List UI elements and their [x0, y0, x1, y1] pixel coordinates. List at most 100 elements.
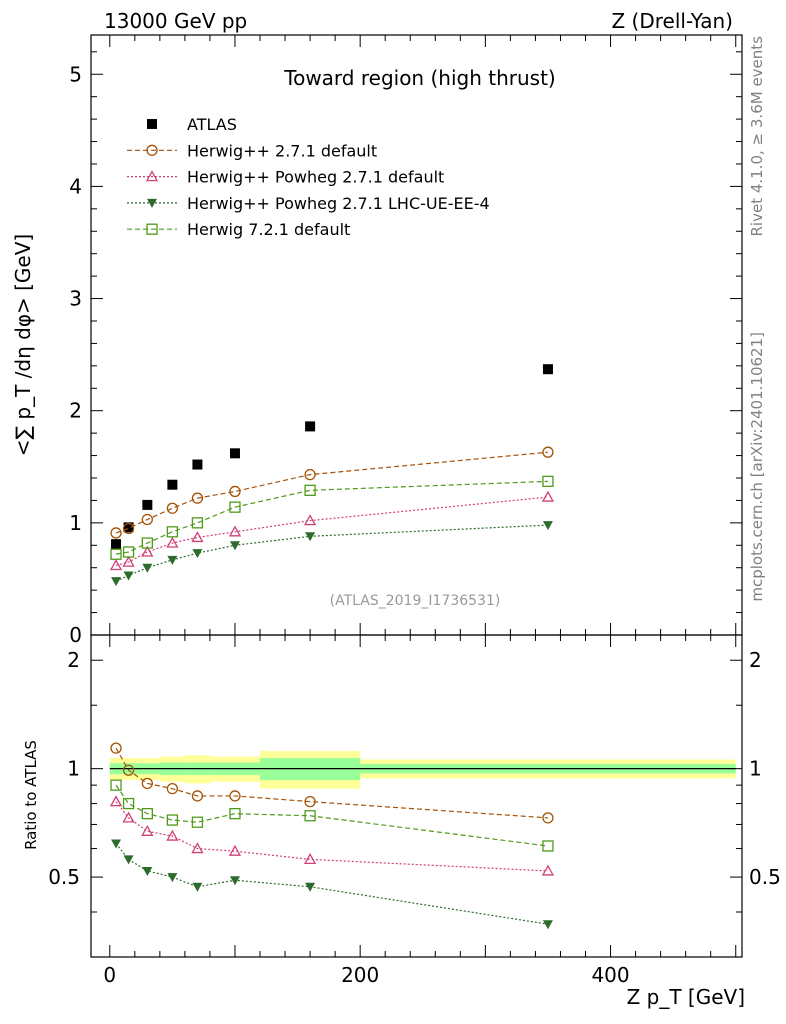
- reference-band: [109, 750, 736, 789]
- ratio-point-1: [191, 790, 204, 802]
- y-tick-label: 4: [69, 174, 82, 198]
- ratio-tick-label-right: 0.5: [749, 865, 781, 889]
- main-plot-series: [109, 364, 555, 587]
- data-point-3: [229, 541, 240, 551]
- ratio-point-3: [123, 855, 134, 865]
- data-point-4: [122, 546, 135, 558]
- data-point-4: [166, 526, 179, 538]
- legend-marker: [145, 170, 159, 182]
- ratio-point-2: [541, 864, 555, 876]
- data-point-1: [110, 527, 122, 539]
- ratio-point-2: [191, 842, 204, 854]
- data-point-2: [228, 525, 242, 537]
- ratio-point-3: [229, 876, 240, 886]
- ratio-point-2: [122, 811, 135, 823]
- legend-marker: [146, 144, 158, 156]
- data-point-2: [303, 514, 317, 526]
- ratio-point-4: [141, 808, 153, 820]
- ratio-point-3: [167, 873, 178, 883]
- data-point-3: [305, 532, 316, 542]
- ratio-point-3: [305, 882, 316, 892]
- ratio-tick-label-right: 1: [749, 757, 762, 781]
- header-right: Z (Drell-Yan): [611, 9, 733, 33]
- ratio-point-1: [166, 783, 179, 795]
- ratio-line-3: [115, 843, 549, 925]
- data-point-1: [229, 485, 241, 498]
- data-point-3: [142, 563, 153, 573]
- data-point-1: [141, 513, 153, 526]
- ratio-point-2: [228, 844, 242, 856]
- y-tick-label: 0: [69, 623, 82, 647]
- data-point-4: [141, 537, 153, 549]
- ratio-y-axis-label: Ratio to ATLAS: [22, 740, 40, 850]
- data-point-1: [122, 522, 135, 535]
- y-axis-label: <∑ p_T /dη dφ> [GeV]: [11, 234, 35, 456]
- y-tick-label: 3: [69, 287, 82, 311]
- ratio-point-1: [141, 777, 153, 790]
- ratio-point-4: [229, 808, 241, 820]
- svg-text:Ratio to ATLAS: Ratio to ATLAS: [22, 740, 40, 850]
- data-point-4: [229, 501, 241, 513]
- ratio-point-4: [110, 779, 122, 791]
- ratio-point-1: [542, 812, 554, 824]
- ratio-tick-label: 2: [67, 648, 80, 672]
- y-tick-label: 5: [69, 62, 82, 86]
- ratio-point-4: [122, 797, 135, 810]
- data-point-0: [542, 364, 553, 375]
- data-point-2: [141, 545, 154, 557]
- legend-marker: [147, 119, 157, 129]
- axes: 0 200 400 0 1 2 3 4 5 0.5 0.5 1 1 2 2: [48, 34, 781, 987]
- ratio-point-1: [122, 764, 135, 776]
- ratio-point-4: [304, 810, 316, 822]
- series-line-2: [115, 496, 549, 567]
- data-point-3: [192, 549, 203, 559]
- ratio-point-2: [141, 824, 154, 836]
- data-point-2: [191, 531, 204, 543]
- legend-label: Herwig++ 2.7.1 default: [187, 141, 377, 160]
- data-point-4: [191, 517, 204, 529]
- plot-title: Toward region (high thrust): [283, 66, 555, 90]
- data-point-1: [304, 468, 316, 481]
- ratio-point-4: [166, 814, 179, 826]
- ratio-point-3: [192, 882, 203, 892]
- ratio-point-2: [109, 795, 123, 807]
- data-point-3: [542, 521, 553, 531]
- series-line-3: [115, 524, 548, 582]
- legend-marker: [147, 198, 157, 208]
- data-point-4: [542, 475, 554, 488]
- x-axis-label: Z p_T [GeV]: [627, 985, 745, 1009]
- data-point-2: [541, 490, 555, 502]
- series-line-4: [115, 480, 548, 555]
- data-point-0: [142, 499, 153, 510]
- data-point-0: [192, 459, 203, 470]
- y-tick-label: 2: [69, 399, 82, 423]
- data-point-2: [109, 559, 123, 571]
- svg-text:<∑ p_T /dη dφ> [GeV]: <∑ p_T /dη dφ> [GeV]: [11, 234, 35, 456]
- data-point-0: [229, 448, 240, 459]
- legend-label: Herwig++ Powheg 2.7.1 default: [187, 168, 444, 187]
- ratio-tick-label-right: 2: [749, 648, 762, 672]
- y-tick-label: 1: [69, 511, 82, 535]
- data-point-0: [111, 539, 122, 550]
- rivet-label: Rivet 4.1.0, ≥ 3.6M events: [748, 36, 766, 237]
- ratio-point-4: [191, 816, 204, 828]
- x-tick-label: 0: [103, 963, 116, 987]
- ratio-point-2: [166, 829, 179, 841]
- ratio-plot-series: [109, 742, 555, 930]
- series-line-1: [115, 451, 549, 534]
- ratio-point-1: [110, 742, 122, 754]
- ratio-point-3: [542, 920, 553, 930]
- data-point-3: [123, 571, 134, 581]
- data-point-1: [542, 446, 554, 458]
- x-tick-label: 400: [591, 963, 629, 987]
- legend-label: Herwig++ Powheg 2.7.1 LHC-UE-EE-4: [187, 194, 490, 213]
- data-point-0: [123, 522, 134, 533]
- ratio-point-1: [229, 790, 241, 802]
- header-left: 13000 GeV pp: [104, 9, 247, 33]
- legend: ATLAS Herwig++ 2.7.1 default Herwig++ Powh…: [127, 115, 490, 239]
- ratio-point-4: [542, 840, 554, 852]
- data-point-0: [305, 421, 316, 432]
- data-point-3: [111, 577, 122, 587]
- ratio-line-4: [115, 784, 549, 847]
- ratio-frame: [90, 634, 743, 958]
